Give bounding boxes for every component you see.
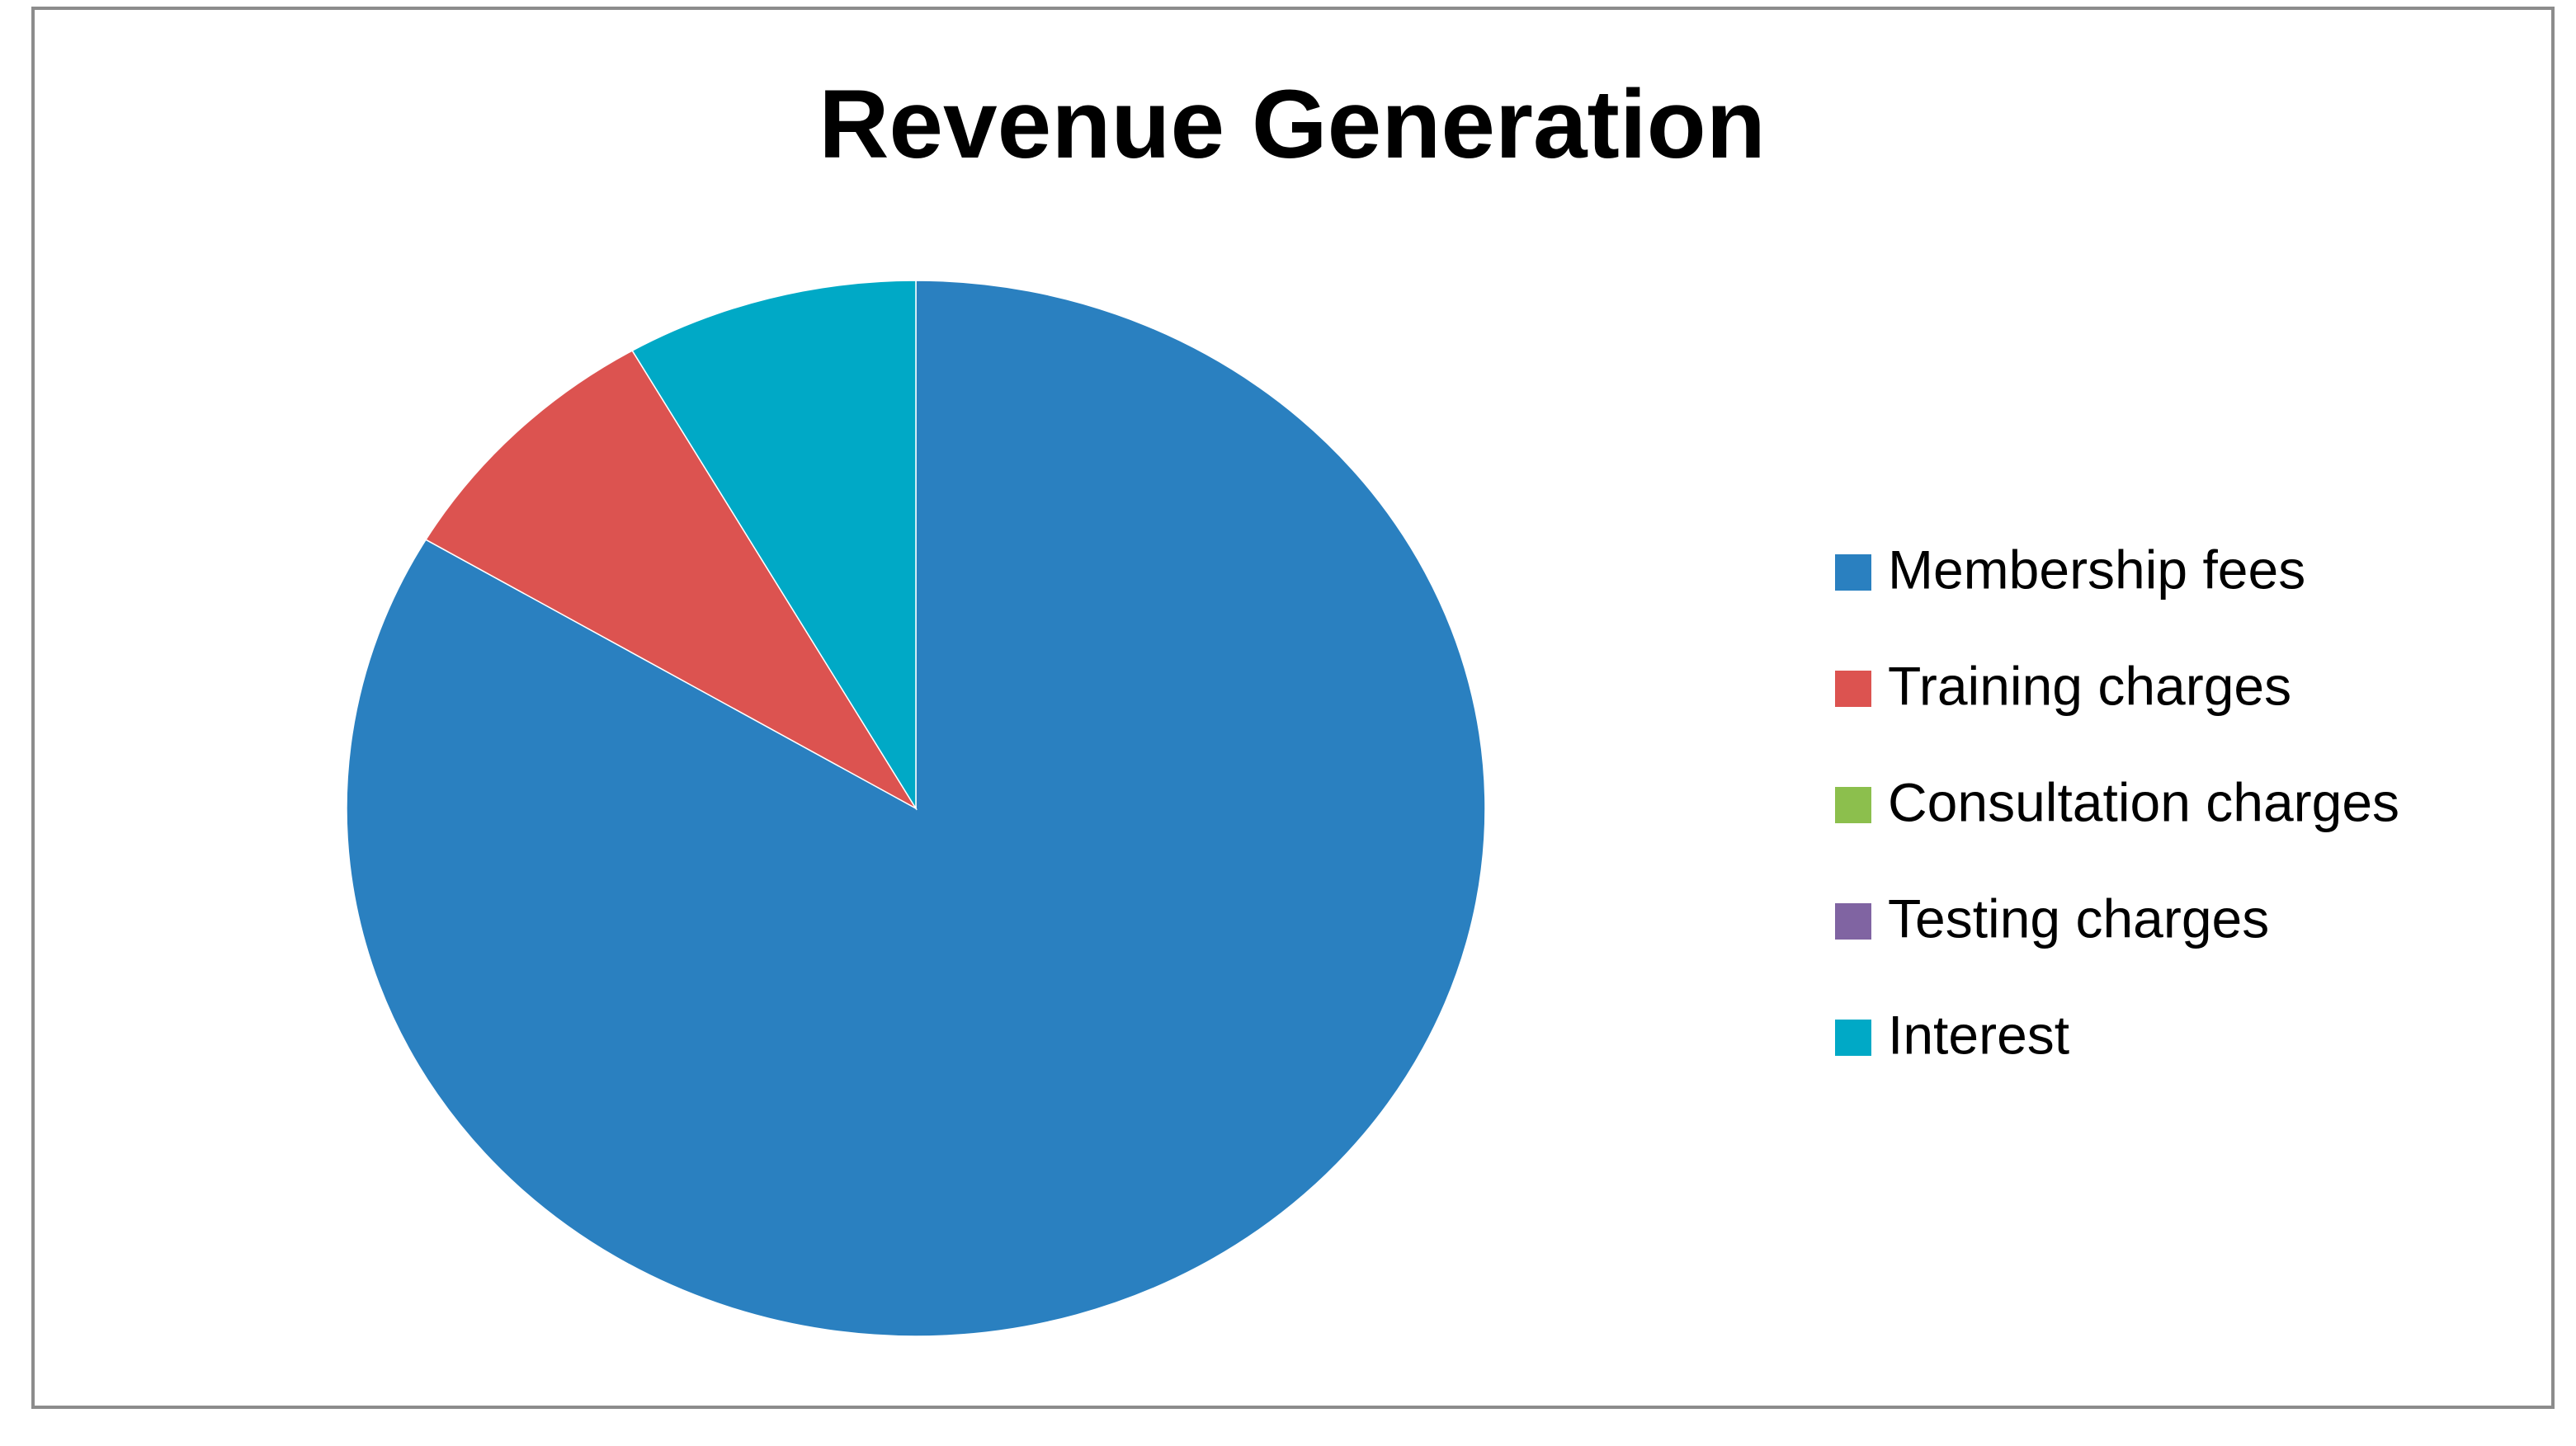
pie-slice [346, 280, 1486, 1337]
legend-label: Membership fees [1888, 539, 2305, 600]
legend-swatch [1835, 903, 1871, 940]
legend-swatch [1835, 1020, 1871, 1056]
legend-label: Testing charges [1888, 888, 2269, 949]
legend-label: Consultation charges [1888, 771, 2399, 832]
legend-label: Training charges [1888, 655, 2291, 716]
legend-swatch [1835, 787, 1871, 823]
legend-label: Interest [1888, 1004, 2069, 1065]
legend-swatch [1835, 671, 1871, 707]
pie-slice [631, 280, 917, 811]
pie-slice [425, 350, 918, 811]
chart-title: Revenue Generation [819, 70, 1766, 179]
legend-swatch [1835, 554, 1871, 591]
